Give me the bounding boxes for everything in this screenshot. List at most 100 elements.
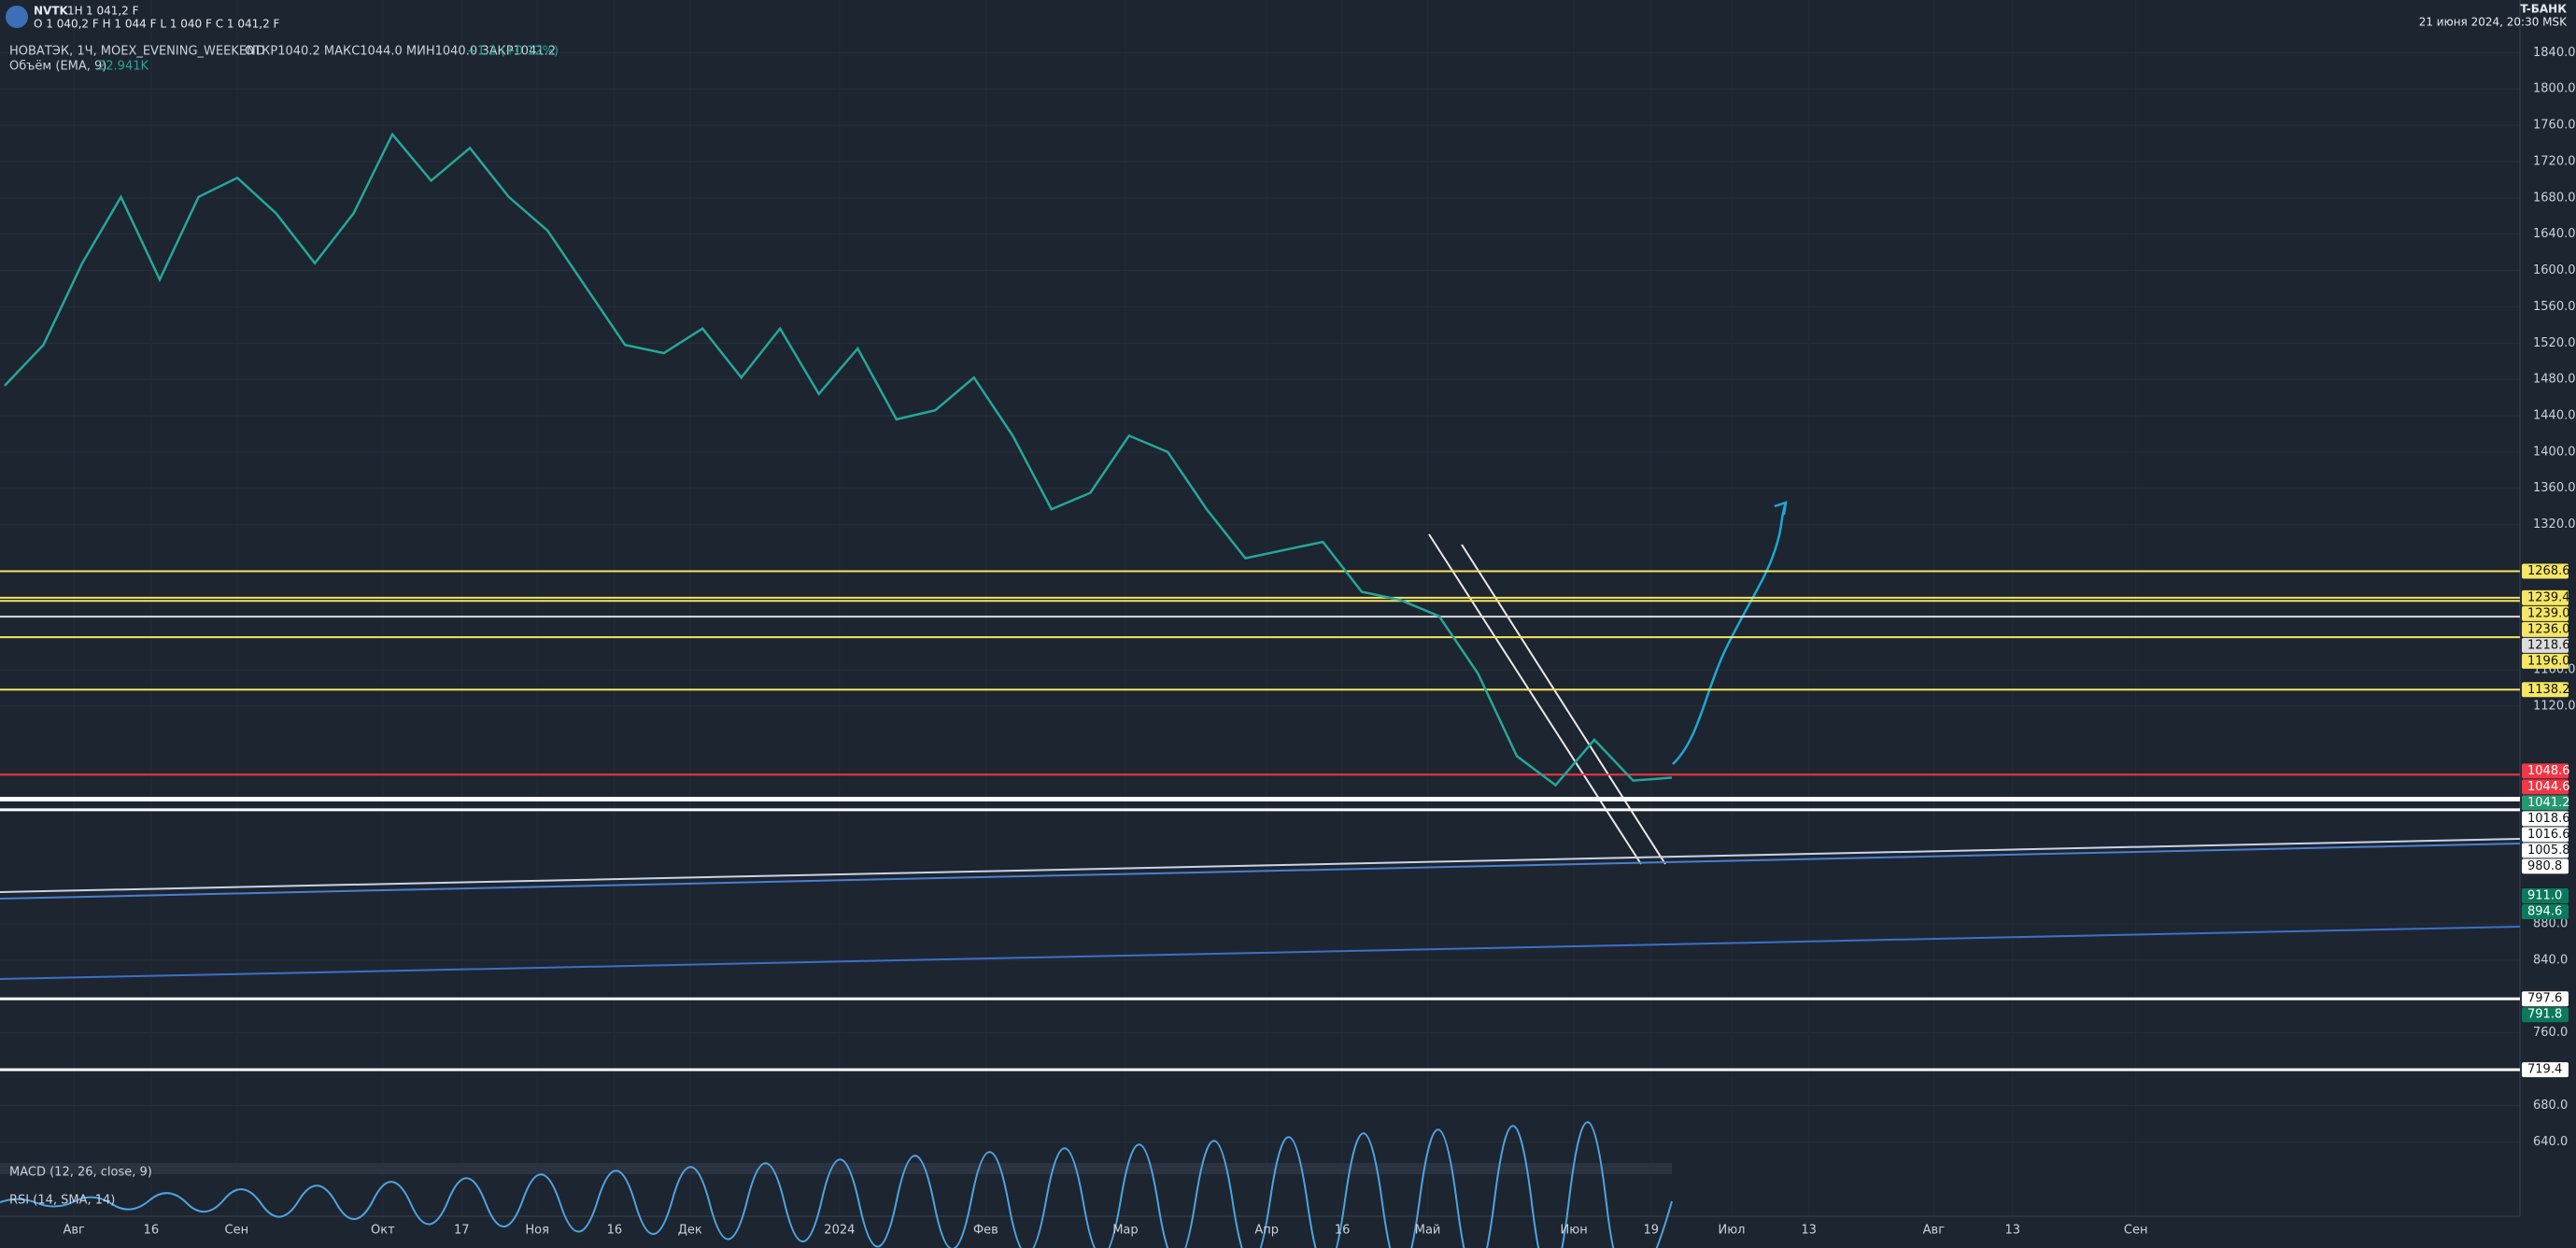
price-badge-label: 1018.6 <box>2527 812 2570 826</box>
trend-line <box>0 838 2521 893</box>
interval: 1H <box>67 5 83 18</box>
ohlc: O 1 040,2 F H 1 044 F L 1 040 F C 1 041,… <box>34 18 280 31</box>
price-badge-label: 719.4 <box>2527 1063 2562 1077</box>
price-badge-label: 1005.8 <box>2527 844 2570 858</box>
x-tick-label: Ноя <box>525 1224 549 1238</box>
price-badge-label: 1041.2 <box>2527 796 2570 810</box>
price-badge-label: 1016.6 <box>2527 828 2570 842</box>
logo <box>6 6 28 28</box>
price-badge <box>2522 1062 2569 1078</box>
x-tick-label: Июн <box>1561 1224 1588 1238</box>
price-badge <box>2522 843 2569 858</box>
price-badge <box>2522 795 2569 811</box>
x-tick-label: 17 <box>454 1224 470 1238</box>
x-tick-label: 16 <box>144 1224 160 1238</box>
y-tick-label: 1520.0 <box>2533 336 2576 350</box>
x-tick-label: Мар <box>1112 1224 1138 1238</box>
y-tick-label: 1560.0 <box>2533 300 2576 314</box>
datetime: 21 июня 2024, 20:30 MSK <box>2419 16 2568 29</box>
ticker: NVTK <box>34 5 69 18</box>
price-badge <box>2522 605 2569 621</box>
macd-pane <box>0 1163 1672 1174</box>
x-tick-label: Авг <box>1923 1224 1946 1238</box>
price-badge-label: 791.8 <box>2527 1008 2562 1022</box>
y-tick-label: 1360.0 <box>2533 481 2576 495</box>
x-tick-label: 16 <box>607 1224 623 1238</box>
y-tick-label: 760.0 <box>2533 1026 2568 1040</box>
x-tick-label: Авг <box>63 1224 85 1238</box>
y-tick-label: 1120.0 <box>2533 699 2576 713</box>
x-tick-label: Сен <box>2124 1224 2148 1238</box>
x-tick-label: Апр <box>1254 1224 1279 1238</box>
y-tick-label: 1640.0 <box>2533 227 2576 241</box>
price-badge <box>2522 1007 2569 1023</box>
y-tick-label: 1320.0 <box>2533 518 2576 532</box>
price-badge <box>2522 763 2569 779</box>
y-tick-label: 1440.0 <box>2533 409 2576 423</box>
price-badge-label: 1196.0 <box>2527 654 2570 668</box>
price-badge-label: 1239.0 <box>2527 606 2570 620</box>
price-badge <box>2522 827 2569 843</box>
stats: ОТКР1040.2 МАКС1044.0 МИН1040.0 ЗАКР1041… <box>245 45 556 59</box>
y-tick-label: 1840.0 <box>2533 46 2576 60</box>
trend-line <box>0 843 2521 900</box>
brand: T-БАНК <box>2520 3 2567 16</box>
x-tick-label: Окт <box>371 1224 395 1238</box>
price-line <box>4 132 1673 787</box>
price-badge <box>2522 563 2569 579</box>
x-tick-label: Фев <box>973 1224 998 1238</box>
indicator-value: 22.941K <box>98 60 149 74</box>
price-badge-label: 1239.4 <box>2527 590 2570 604</box>
price-badge <box>2522 653 2569 669</box>
y-tick-label: 880.0 <box>2533 917 2568 931</box>
y-tick-label: 1800.0 <box>2533 82 2576 96</box>
x-tick-label: 19 <box>1644 1224 1660 1238</box>
x-tick-label: 13 <box>2005 1224 2021 1238</box>
price-badge-label: 1138.2 <box>2527 683 2570 697</box>
x-tick-label: 16 <box>1335 1224 1351 1238</box>
y-tick-label: 1400.0 <box>2533 445 2576 459</box>
y-tick-label: 1680.0 <box>2533 191 2576 205</box>
price-badge <box>2522 858 2569 874</box>
x-tick-label: Июл <box>1718 1224 1745 1238</box>
y-tick-label: 1600.0 <box>2533 263 2576 277</box>
chart-title: НОВАТЭК, 1Ч, MOEX_EVENING_WEEKEND <box>9 45 265 59</box>
price-badge <box>2522 682 2569 698</box>
price-badge-label: 1236.0 <box>2527 622 2570 636</box>
price-badge-label: 1268.6 <box>2527 564 2570 578</box>
x-tick-label: 2024 <box>824 1224 855 1238</box>
price-badge-label: 980.8 <box>2527 859 2562 873</box>
indicator-name: Объём (EMA, 9) <box>9 60 106 74</box>
y-tick-label: 680.0 <box>2533 1099 2568 1113</box>
x-tick-label: Дек <box>678 1224 702 1238</box>
projection-arrow <box>1672 502 1788 765</box>
y-tick-label: 1480.0 <box>2533 373 2576 387</box>
price-badge-label: 797.6 <box>2527 992 2562 1006</box>
price-badge <box>2522 589 2569 605</box>
rsi-line <box>0 1121 1673 1248</box>
price-badge <box>2522 811 2569 827</box>
price-badge <box>2522 637 2569 653</box>
y-tick-label: 1760.0 <box>2533 119 2576 133</box>
price-badge <box>2522 888 2569 904</box>
price-badge-label: 911.0 <box>2527 889 2562 903</box>
price-badge <box>2522 991 2569 1007</box>
y-tick-label: 640.0 <box>2533 1135 2568 1149</box>
price-badge-label: 1044.6 <box>2527 780 2570 794</box>
price-badge <box>2522 904 2569 920</box>
x-tick-label: Май <box>1415 1224 1441 1238</box>
x-tick-label: Сен <box>225 1224 249 1238</box>
indicator-name: MACD (12, 26, close, 9) <box>9 1166 152 1180</box>
price-badge-label: 1218.6 <box>2527 638 2570 652</box>
price-badge-label: 1048.6 <box>2527 764 2570 778</box>
price-badge <box>2522 779 2569 795</box>
y-tick-label: 1720.0 <box>2533 154 2576 168</box>
indicator-name: RSI (14, SMA, 14) <box>9 1194 115 1208</box>
y-tick-label: 840.0 <box>2533 953 2568 967</box>
trend-line <box>0 926 2521 980</box>
price-badge <box>2522 621 2569 637</box>
x-tick-label: 13 <box>1801 1224 1817 1238</box>
price: 1 041,2 F <box>86 5 139 18</box>
